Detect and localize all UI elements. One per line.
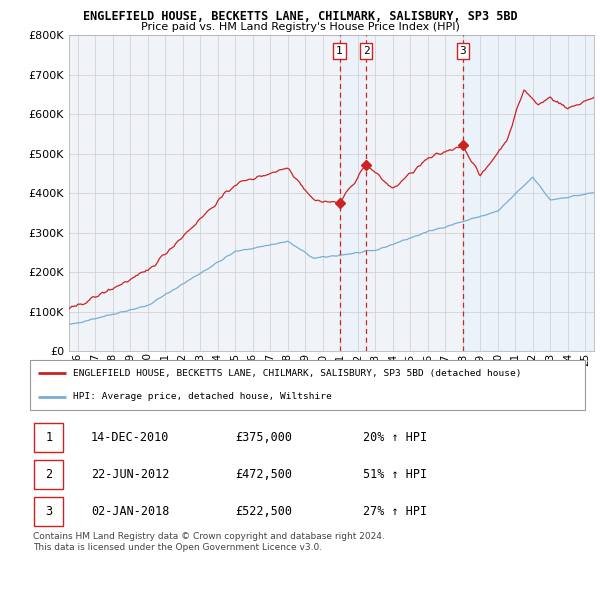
Text: 27% ↑ HPI: 27% ↑ HPI [363,505,427,518]
Bar [463,35,594,351]
FancyBboxPatch shape [34,497,64,526]
Text: ENGLEFIELD HOUSE, BECKETTS LANE, CHILMARK, SALISBURY, SP3 5BD (detached house): ENGLEFIELD HOUSE, BECKETTS LANE, CHILMAR… [73,369,522,378]
Text: 1: 1 [336,46,343,56]
Text: 14-DEC-2010: 14-DEC-2010 [91,431,169,444]
Text: £472,500: £472,500 [235,468,292,481]
Text: 1: 1 [46,431,52,444]
Text: 20% ↑ HPI: 20% ↑ HPI [363,431,427,444]
Text: HPI: Average price, detached house, Wiltshire: HPI: Average price, detached house, Wilt… [73,392,332,401]
Text: 2: 2 [362,46,370,56]
Text: £522,500: £522,500 [235,505,292,518]
Text: 3: 3 [46,505,52,518]
Text: 3: 3 [460,46,466,56]
Text: 02-JAN-2018: 02-JAN-2018 [91,505,169,518]
FancyBboxPatch shape [34,460,64,489]
Text: 22-JUN-2012: 22-JUN-2012 [91,468,169,481]
Bar [340,35,366,351]
Text: 2: 2 [46,468,52,481]
Text: Contains HM Land Registry data © Crown copyright and database right 2024.
This d: Contains HM Land Registry data © Crown c… [33,532,385,552]
Text: ENGLEFIELD HOUSE, BECKETTS LANE, CHILMARK, SALISBURY, SP3 5BD: ENGLEFIELD HOUSE, BECKETTS LANE, CHILMAR… [83,10,517,23]
Text: Price paid vs. HM Land Registry's House Price Index (HPI): Price paid vs. HM Land Registry's House … [140,22,460,32]
Text: £375,000: £375,000 [235,431,292,444]
FancyBboxPatch shape [34,423,64,452]
FancyBboxPatch shape [30,360,585,410]
Text: 51% ↑ HPI: 51% ↑ HPI [363,468,427,481]
